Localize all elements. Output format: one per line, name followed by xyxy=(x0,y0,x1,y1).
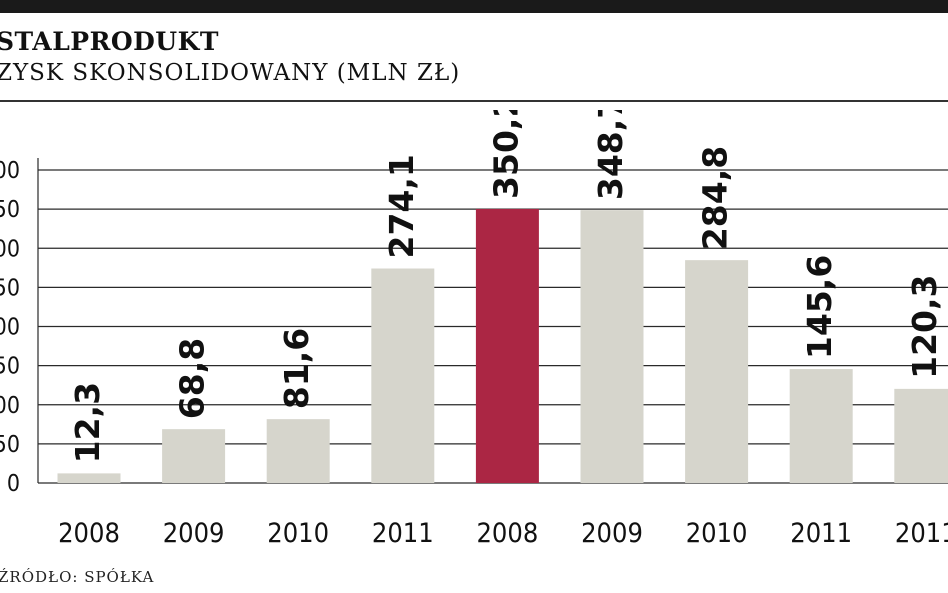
bar xyxy=(162,429,226,483)
data-label: 81,6 xyxy=(277,328,316,409)
x-tick-label: 2009 xyxy=(581,518,643,549)
bar xyxy=(475,208,539,483)
x-tick-label: 2008 xyxy=(58,518,120,549)
chart-title: STALPRODUKT xyxy=(0,27,219,56)
x-tick-label: 2011 xyxy=(895,518,948,549)
y-tick-label: 300 xyxy=(0,236,20,262)
y-tick-label: 50 xyxy=(0,432,20,458)
data-label: 145,6 xyxy=(800,255,839,359)
y-tick-label: 400 xyxy=(0,158,20,184)
x-tick-label: 2009 xyxy=(163,518,225,549)
data-label: 120,3 xyxy=(905,274,944,378)
y-tick-label: 250 xyxy=(0,275,20,301)
bar xyxy=(685,260,749,483)
y-tick-label: 150 xyxy=(0,354,20,380)
chart-subtitle: ZYSK SKONSOLIDOWANY (MLN ZŁ) xyxy=(0,60,461,86)
bar xyxy=(266,419,330,483)
header-divider xyxy=(0,100,948,102)
bar xyxy=(789,369,853,483)
top-bar xyxy=(0,0,948,13)
y-tick-label: 0 xyxy=(7,471,20,497)
x-tick-label: 2011 xyxy=(790,518,852,549)
x-tick-label: 2010 xyxy=(267,518,329,549)
y-tick-label: 100 xyxy=(0,393,20,419)
y-tick-label: 350 xyxy=(0,197,20,223)
bar xyxy=(894,388,948,483)
data-label: 12,3 xyxy=(68,382,107,463)
x-tick-label: 2010 xyxy=(686,518,748,549)
y-tick-label: 200 xyxy=(0,315,20,341)
data-label: 284,8 xyxy=(696,146,735,250)
bar xyxy=(371,268,435,483)
data-label: 68,8 xyxy=(173,338,212,419)
x-tick-label: 2008 xyxy=(476,518,538,549)
x-tick-label: 2011 xyxy=(372,518,434,549)
data-label: 350,2 xyxy=(486,110,525,199)
bar xyxy=(580,210,644,483)
data-label: 274,1 xyxy=(382,154,421,258)
source-note: ŹRÓDŁO: SPÓŁKA xyxy=(0,568,155,586)
data-label: 348,7 xyxy=(591,110,630,200)
bar xyxy=(57,473,121,483)
bar-chart: 0 50 100 150 200 250 300 350 400 12,3 2008 68,8 2009… xyxy=(0,110,948,549)
